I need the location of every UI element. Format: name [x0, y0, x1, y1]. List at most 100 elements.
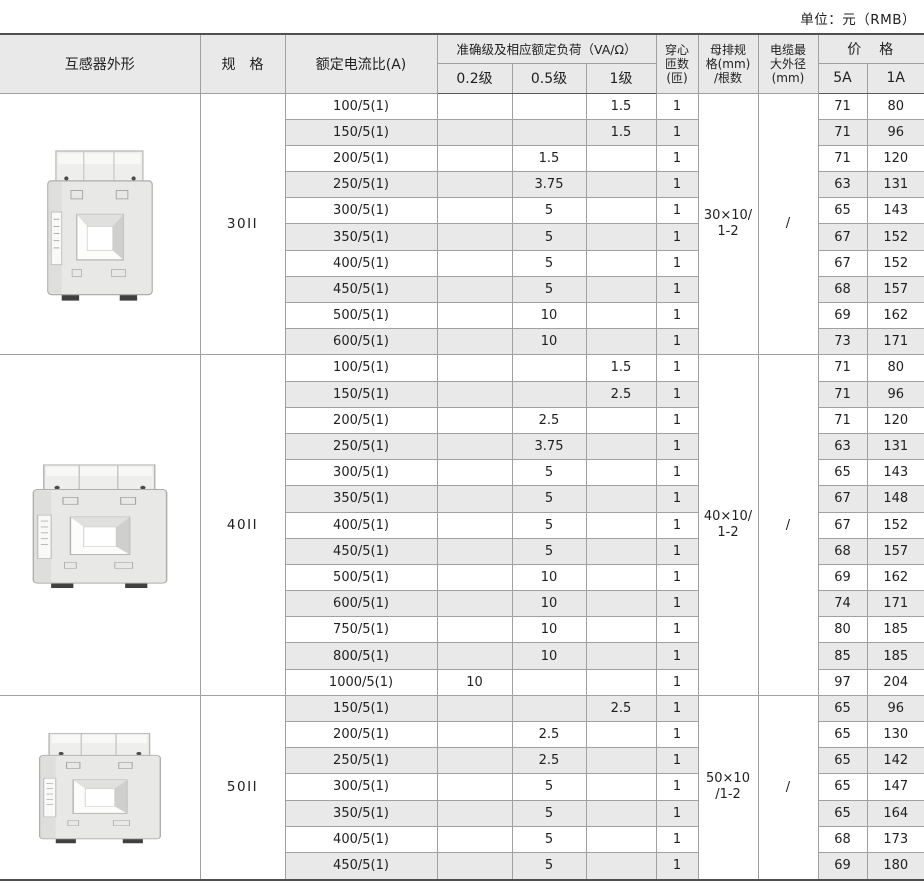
class-02-cell — [436, 406, 513, 434]
price-1a-cell: 96 — [866, 118, 924, 146]
class-02-cell — [436, 851, 513, 880]
ct-product-image — [46, 150, 153, 301]
turns-cell: 1 — [655, 720, 699, 749]
turns-cell: 1 — [655, 92, 699, 120]
ratio-cell: 450/5(1) — [284, 275, 438, 304]
price-1a-cell: 162 — [866, 301, 924, 330]
class-02-cell — [436, 799, 513, 827]
table-row: 600/5(1) 10 1 73 171 — [0, 328, 924, 356]
col-header-turns: 穿心 匝数 (匝) — [655, 34, 699, 94]
turns-cell: 1 — [655, 590, 699, 618]
class-05-cell: 10 — [511, 616, 587, 644]
price-1a-cell: 164 — [866, 799, 924, 827]
product-shape-cell — [0, 694, 201, 880]
busbar-cell: 40×10/1-2 — [697, 354, 759, 696]
price-table-wrap: 互感器外形 规 格 额定电流比(A) 准确级及相应额定负荷（VA/Ω） 穿心 匝数… — [0, 33, 924, 881]
class-05-cell: 10 — [511, 563, 587, 592]
table-row: 150/5(1) 1.5 1 71 96 — [0, 118, 924, 146]
price-5a-cell: 68 — [817, 537, 868, 565]
table-row: 150/5(1) 2.5 1 71 96 — [0, 380, 924, 408]
ratio-cell: 500/5(1) — [284, 563, 438, 592]
class-05-cell — [511, 118, 587, 146]
price-table: 互感器外形 规 格 额定电流比(A) 准确级及相应额定负荷（VA/Ω） 穿心 匝数… — [0, 34, 924, 880]
class-1-cell — [585, 459, 657, 487]
price-5a-cell: 71 — [817, 380, 868, 408]
price-5a-cell: 85 — [817, 642, 868, 670]
ratio-cell: 600/5(1) — [284, 590, 438, 618]
class-1-cell: 2.5 — [585, 380, 657, 408]
price-5a-cell: 65 — [817, 720, 868, 749]
class-02-cell — [436, 380, 513, 408]
price-1a-cell: 157 — [866, 275, 924, 304]
class-02-cell — [436, 223, 513, 251]
turns-cell: 1 — [655, 642, 699, 670]
price-5a-cell: 69 — [817, 851, 868, 880]
col-header-class-02: 0.2级 — [436, 62, 513, 94]
class-1-cell — [585, 197, 657, 225]
table-row: 500/5(1) 10 1 69 162 — [0, 301, 924, 330]
class-02-cell — [436, 825, 513, 853]
table-row: 200/5(1) 2.5 1 65 130 — [0, 720, 924, 749]
class-05-cell: 3.75 — [511, 432, 587, 461]
price-1a-cell: 180 — [866, 851, 924, 880]
turns-cell: 1 — [655, 694, 699, 723]
class-05-cell: 5 — [511, 851, 587, 880]
turns-cell: 1 — [655, 328, 699, 356]
price-5a-cell: 97 — [817, 668, 868, 696]
class-05-cell: 5 — [511, 537, 587, 565]
ratio-cell: 300/5(1) — [284, 197, 438, 225]
price-5a-cell: 68 — [817, 275, 868, 304]
class-05-cell: 5 — [511, 773, 587, 801]
class-1-cell — [585, 485, 657, 513]
class-02-cell — [436, 485, 513, 513]
price-1a-cell: 131 — [866, 432, 924, 461]
class-02-cell — [436, 171, 513, 199]
class-1-cell — [585, 799, 657, 827]
table-row: 350/5(1) 5 1 65 164 — [0, 799, 924, 827]
price-5a-cell: 67 — [817, 249, 868, 277]
price-1a-cell: 171 — [866, 590, 924, 618]
col-header-cable: 电缆最 大外径 (mm) — [757, 34, 819, 94]
price-5a-cell: 63 — [817, 171, 868, 199]
turns-cell: 1 — [655, 144, 699, 173]
turns-cell: 1 — [655, 459, 699, 487]
busbar-cell: 30×10/1-2 — [697, 92, 759, 356]
col-header-class-05: 0.5级 — [511, 62, 587, 94]
class-1-cell — [585, 537, 657, 565]
price-5a-cell: 65 — [817, 694, 868, 723]
table-row: 400/5(1) 5 1 67 152 — [0, 249, 924, 277]
turns-cell: 1 — [655, 432, 699, 461]
class-05-cell: 5 — [511, 275, 587, 304]
ratio-cell: 200/5(1) — [284, 406, 438, 434]
price-1a-cell: 96 — [866, 694, 924, 723]
price-1a-cell: 171 — [866, 328, 924, 356]
class-1-cell: 1.5 — [585, 118, 657, 146]
class-02-cell — [436, 459, 513, 487]
price-5a-cell: 71 — [817, 92, 868, 120]
class-02-cell — [436, 118, 513, 146]
ratio-cell: 350/5(1) — [284, 799, 438, 827]
class-05-cell: 5 — [511, 197, 587, 225]
class-02-cell — [436, 773, 513, 801]
class-1-cell — [585, 511, 657, 539]
class-02-cell — [436, 249, 513, 277]
turns-cell: 1 — [655, 799, 699, 827]
class-05-cell — [511, 354, 587, 382]
turns-cell: 1 — [655, 825, 699, 853]
col-header-price-5a: 5A — [817, 62, 868, 94]
price-1a-cell: 173 — [866, 825, 924, 853]
class-05-cell: 10 — [511, 590, 587, 618]
turns-cell: 1 — [655, 275, 699, 304]
price-1a-cell: 80 — [866, 354, 924, 382]
price-1a-cell: 120 — [866, 406, 924, 434]
price-1a-cell: 96 — [866, 380, 924, 408]
price-1a-cell: 120 — [866, 144, 924, 173]
class-1-cell — [585, 616, 657, 644]
table-row: 400/5(1) 5 1 68 173 — [0, 825, 924, 853]
turns-cell: 1 — [655, 197, 699, 225]
col-header-accuracy-group: 准确级及相应额定负荷（VA/Ω） — [436, 34, 657, 64]
ratio-cell: 250/5(1) — [284, 171, 438, 199]
unit-label: 单位：元（RMB） — [800, 12, 916, 28]
col-header-ratio: 额定电流比(A) — [284, 34, 438, 94]
price-5a-cell: 65 — [817, 459, 868, 487]
